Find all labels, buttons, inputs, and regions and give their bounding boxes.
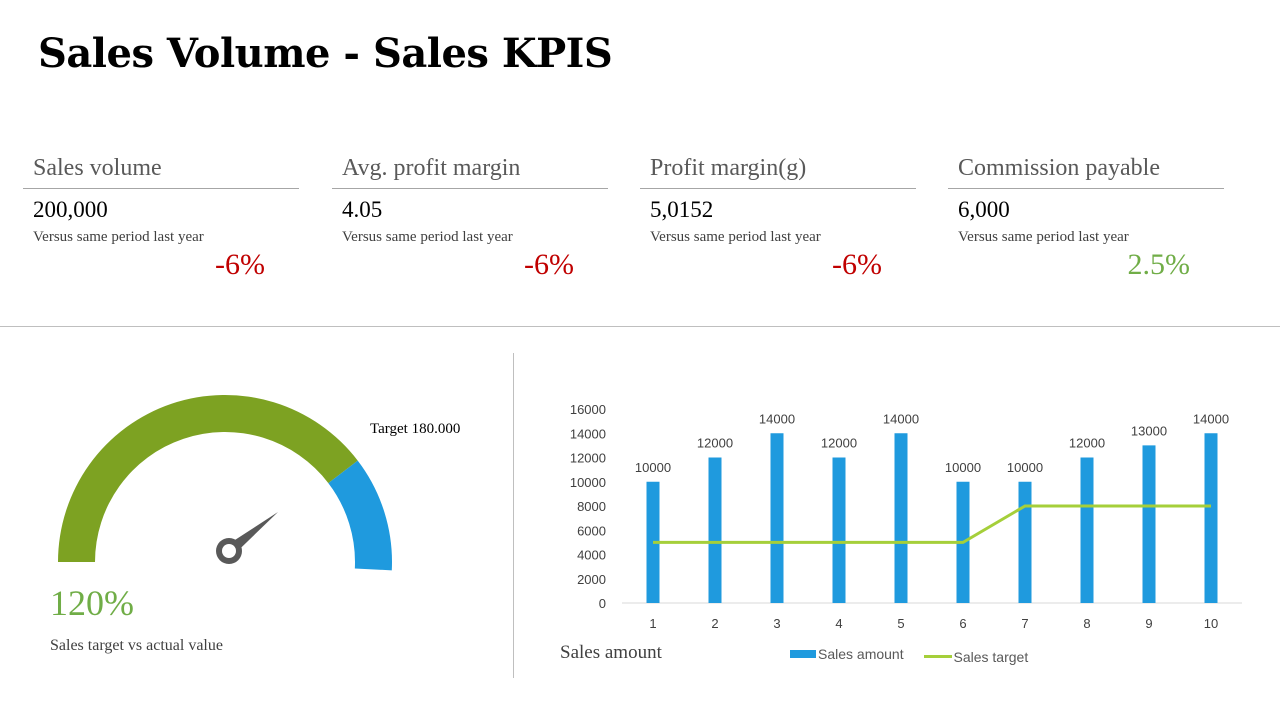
y-tick-label: 4000 [577, 548, 606, 563]
bar [1080, 457, 1094, 603]
x-tick-label: 3 [773, 616, 780, 631]
y-tick-label: 8000 [577, 499, 606, 514]
kpi-comparison-text: Versus same period last year [958, 229, 1129, 245]
section-divider [0, 326, 1280, 327]
bar-data-label: 10000 [945, 460, 981, 475]
x-tick-label: 1 [649, 616, 656, 631]
panel-divider [513, 353, 514, 678]
bar-data-label: 14000 [883, 411, 919, 426]
x-tick-label: 9 [1145, 616, 1152, 631]
kpi-change: -6% [215, 248, 265, 281]
kpi-comparison-text: Versus same period last year [33, 229, 204, 245]
kpi-value: 5,0152 [650, 197, 714, 222]
bar [1204, 433, 1218, 603]
y-tick-label: 12000 [570, 451, 606, 466]
y-tick-label: 2000 [577, 572, 606, 587]
gauge-green-arc [58, 395, 358, 562]
bar-data-label: 12000 [1069, 436, 1105, 451]
legend-item-sales-target: Sales target [923, 648, 1029, 665]
x-tick-label: 2 [711, 616, 718, 631]
kpi-card-avg-profit-margin: Avg. profit margin 4.05 Versus same peri… [332, 155, 608, 282]
bar [894, 433, 908, 603]
bar-data-label: 14000 [759, 411, 795, 426]
bar-data-label: 10000 [635, 460, 671, 475]
kpi-value: 200,000 [33, 197, 108, 222]
kpi-change: 2.5% [1127, 248, 1191, 281]
bar [708, 457, 722, 603]
x-tick-label: 7 [1021, 616, 1028, 631]
kpi-card-commission-payable: Commission payable 6,000 Versus same per… [948, 155, 1224, 282]
kpi-change: -6% [524, 248, 574, 281]
kpi-label: Avg. profit margin [332, 155, 608, 189]
x-tick-label: 6 [959, 616, 966, 631]
y-tick-label: 0 [599, 596, 606, 611]
bar-data-label: 10000 [1007, 460, 1043, 475]
legend-item-sales-amount: Sales amount [790, 646, 904, 662]
sales-target-line [653, 504, 1211, 544]
bar [1142, 445, 1156, 603]
x-tick-label: 10 [1204, 616, 1218, 631]
bar [770, 433, 784, 603]
bar-data-label: 14000 [1193, 411, 1229, 426]
x-tick-label: 4 [835, 616, 842, 631]
legend-label: Sales target [953, 648, 1029, 665]
gauge-value: 120% [50, 583, 134, 623]
gauge-needle-icon [216, 512, 278, 564]
y-tick-label: 10000 [570, 475, 606, 490]
legend-label: Sales amount [818, 646, 904, 662]
legend-line-swatch-icon [923, 655, 952, 658]
chart-caption: Sales amount [560, 642, 662, 663]
kpi-label: Sales volume [23, 155, 299, 189]
page-title: Sales Volume - Sales KPIS [38, 30, 613, 77]
y-tick-label: 6000 [577, 523, 606, 538]
kpi-label: Profit margin(g) [640, 155, 916, 189]
y-tick-label: 14000 [570, 426, 606, 441]
gauge-caption: Sales target vs actual value [50, 637, 223, 654]
x-tick-label: 5 [897, 616, 904, 631]
gauge-blue-arc [328, 460, 393, 571]
kpi-label: Commission payable [948, 155, 1224, 189]
x-tick-label: 8 [1083, 616, 1090, 631]
kpi-value: 4.05 [342, 197, 383, 222]
bar-data-label: 12000 [821, 436, 857, 451]
kpi-card-sales-volume: Sales volume 200,000 Versus same period … [23, 155, 299, 282]
kpi-change: -6% [832, 248, 882, 281]
gauge-target-label: Target 180.000 [370, 421, 461, 437]
chart-legend: Sales amount Sales target [790, 645, 1044, 665]
kpi-value: 6,000 [958, 197, 1010, 222]
kpi-comparison-text: Versus same period last year [342, 229, 513, 245]
y-tick-label: 16000 [570, 402, 606, 417]
bar [832, 457, 846, 603]
legend-bar-swatch-icon [790, 650, 816, 658]
kpi-card-profit-margin: Profit margin(g) 5,0152 Versus same peri… [640, 155, 916, 282]
gauge-chart [58, 395, 393, 571]
bar-data-label: 13000 [1131, 423, 1167, 438]
kpi-comparison-text: Versus same period last year [650, 229, 821, 245]
bar [1018, 481, 1032, 603]
bar-data-label: 12000 [697, 436, 733, 451]
